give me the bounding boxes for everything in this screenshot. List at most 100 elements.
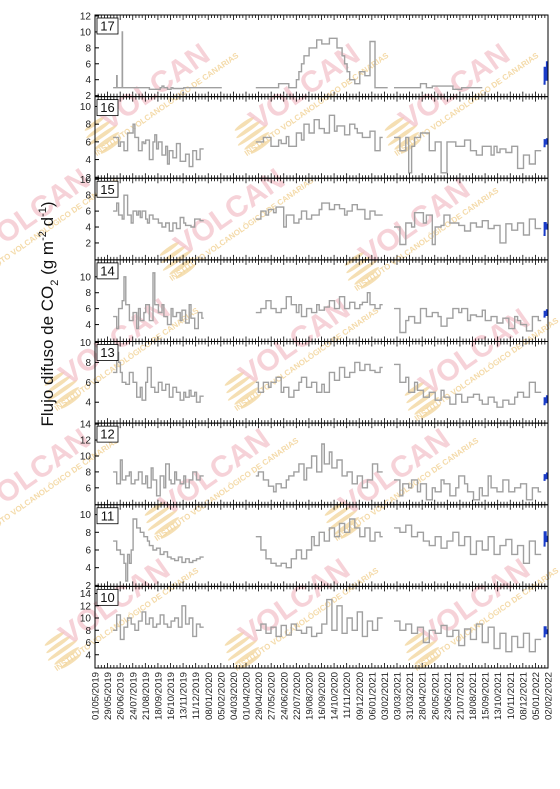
x-tick-label: 16/10/2019 <box>166 672 177 720</box>
series-line-14-3 <box>394 307 542 334</box>
recent-line-11 <box>543 531 548 547</box>
y-tick-label: 6 <box>85 137 91 148</box>
x-tick-label: 19/08/2020 <box>304 672 315 720</box>
y-tick-label: 10 <box>80 510 92 521</box>
series-line-13-3 <box>394 363 542 408</box>
series-line-16-3 <box>394 132 542 174</box>
panel-12: 6 8 10 12 14 12 <box>80 420 549 506</box>
x-tick-label: 01/04/2020 <box>242 672 253 720</box>
y-tick-label: 10 <box>80 102 92 113</box>
panel-id-box <box>96 344 119 361</box>
x-tick-label: 29/04/2020 <box>254 672 265 720</box>
series-line-14-1 <box>113 272 204 330</box>
panel-id-box <box>96 262 119 280</box>
y-axis-label: Flujo difuso de CO2 (g m-2 d-1) <box>37 201 61 426</box>
y-tick-label: 6 <box>85 638 91 649</box>
series-line-14-2 <box>255 292 383 318</box>
series-line-10-1 <box>113 605 204 641</box>
x-tick-label: 02/02/2022 <box>544 672 555 720</box>
x-tick-label: 05/01/2022 <box>531 672 542 720</box>
panel-id-label: 14 <box>100 263 114 278</box>
x-tick-label: 11/12/2019 <box>191 672 202 719</box>
x-tick-label: 18/09/2019 <box>153 672 164 720</box>
series-line-12-3 <box>394 475 542 501</box>
y-tick-label: 4 <box>85 155 91 166</box>
y-tick-label: 6 <box>85 378 91 389</box>
y-tick-label: 6 <box>85 304 91 315</box>
y-tick-label: 4 <box>85 563 91 574</box>
x-tick-label: 01/05/2019 <box>91 672 102 720</box>
y-tick-label: 12 <box>80 12 92 23</box>
series-line-12-2 <box>255 443 383 493</box>
y-tick-label: 6 <box>85 483 91 494</box>
x-tick-label: 24/06/2020 <box>279 672 290 720</box>
y-tick-label: 4 <box>85 75 91 86</box>
series-line-16-2 <box>255 114 383 152</box>
recent-line-14 <box>543 309 548 318</box>
x-tick-label: 16/09/2020 <box>317 672 328 720</box>
series-line-11-3 <box>394 524 542 564</box>
panel-id-label: 12 <box>100 427 114 442</box>
y-tick-label: 10 <box>80 338 92 349</box>
y-tick-label: 14 <box>80 420 92 431</box>
x-axis-date-labels: 01/05/2019 29/05/2019 26/06/2019 24/07/2019… <box>91 672 555 720</box>
x-tick-label: 27/05/2020 <box>267 672 278 720</box>
x-tick-label: 09/12/2020 <box>355 672 366 720</box>
panel-id-label: 10 <box>100 590 114 605</box>
panel-id-label: 16 <box>100 100 114 115</box>
x-tick-label: 29/05/2019 <box>103 672 114 720</box>
x-tick-label: 06/01/2021 <box>367 672 378 720</box>
series-line-11-2 <box>255 518 383 569</box>
series-line-17-3 <box>394 82 483 91</box>
x-tick-label: 26/06/2019 <box>116 672 127 720</box>
x-tick-label: 23/06/2021 <box>443 672 454 720</box>
y-tick-label: 6 <box>85 545 91 556</box>
x-tick-label: 24/07/2019 <box>128 672 139 720</box>
x-tick-label: 05/02/2020 <box>216 672 227 720</box>
x-tick-label: 31/03/2021 <box>405 672 416 720</box>
y-tick-label: 6 <box>85 59 91 70</box>
y-tick-label: 8 <box>85 528 91 539</box>
x-tick-label: 28/04/2021 <box>418 672 429 720</box>
series-line-15-3 <box>394 211 542 246</box>
x-tick-label: 14/10/2020 <box>330 672 341 720</box>
y-tick-label: 2 <box>85 238 91 249</box>
panel-frame-15 <box>94 177 549 261</box>
panel-id-label: 13 <box>100 345 114 360</box>
x-tick-label: 22/07/2020 <box>292 672 303 720</box>
y-tick-label: 8 <box>85 120 91 131</box>
series-line-10-2 <box>255 598 383 638</box>
recent-line-13 <box>543 395 548 406</box>
series-line-13-1 <box>113 351 204 403</box>
series-line-13-2 <box>255 361 383 398</box>
y-tick-label: 12 <box>80 601 92 612</box>
y-tick-label: 10 <box>80 27 92 38</box>
x-tick-label: 18/08/2021 <box>468 672 479 720</box>
y-tick-label: 6 <box>85 207 91 218</box>
recent-line-15 <box>543 222 548 236</box>
x-tick-label: 13/11/2019 <box>179 672 190 719</box>
y-tick-label: 10 <box>80 272 92 283</box>
y-tick-label: 8 <box>85 191 91 202</box>
y-tick-label: 2 <box>85 91 91 102</box>
x-tick-label: 21/08/2019 <box>141 672 152 720</box>
y-tick-label: 4 <box>85 223 91 234</box>
y-tick-label: 8 <box>85 358 91 369</box>
panel-17: 2 4 6 8 10 12 17 <box>80 12 549 102</box>
y-tick-label: 8 <box>85 43 91 54</box>
x-tick-label: 15/09/2021 <box>481 672 492 720</box>
panel-id-label: 17 <box>100 19 114 34</box>
y-tick-label: 10 <box>80 614 92 625</box>
y-tick-label: 12 <box>80 436 92 447</box>
x-tick-label: 21/07/2021 <box>455 672 466 720</box>
x-tick-label: 13/10/2021 <box>493 672 504 720</box>
